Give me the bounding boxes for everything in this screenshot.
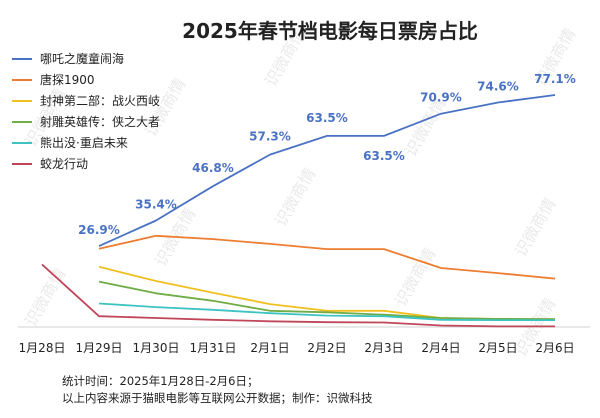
x-tick-label-7: 2月4日 [421, 341, 460, 355]
legend-label-2: 封神第二部：战火西岐 [40, 93, 160, 108]
series-layer [41, 94, 556, 328]
data-label-8: 74.6% [477, 80, 519, 94]
series-line-0 [98, 94, 556, 247]
series-line-1 [98, 234, 556, 280]
data-label-9: 77.1% [534, 72, 576, 86]
x-tick-label-1: 1月29日 [76, 341, 123, 355]
x-tick-label-3: 1月31日 [190, 341, 237, 355]
series-line-3 [98, 280, 556, 321]
legend-label-1: 唐探1900 [40, 72, 95, 87]
footer-line-2: 以上内容来源于猫眼电影等互联网公开数据；制作：识微科技 [62, 391, 373, 405]
x-axis-ticks: 1月28日 1月29日 1月30日 1月31日 2月1日 2月2日 2月3日 2月4日 2月5日… [19, 341, 575, 355]
footer-line-1: 统计时间：2025年1月28日-2月6日； [62, 374, 259, 388]
chart-title: 2025年春节档电影每日票房占比 [182, 19, 478, 43]
legend-label-4: 熊出没·重启未来 [40, 135, 128, 150]
x-tick-label-6: 2月3日 [364, 341, 403, 355]
data-label-4: 57.3% [249, 130, 291, 144]
data-label-2: 35.4% [135, 197, 177, 211]
x-tick-label-2: 1月30日 [133, 341, 180, 355]
data-label-5: 63.5% [306, 111, 348, 125]
legend-label-5: 蛟龙行动 [40, 156, 88, 171]
x-tick-label-4: 2月1日 [250, 341, 289, 355]
legend-label-3: 射雕英雄传：侠之大者 [40, 114, 160, 129]
x-tick-label-5: 2月2日 [307, 341, 346, 355]
series-line-5 [41, 263, 555, 328]
data-label-1: 26.9% [78, 223, 120, 237]
x-tick-label-0: 1月28日 [19, 341, 66, 355]
data-label-3: 46.8% [192, 161, 234, 175]
x-tick-label-8: 2月5日 [478, 341, 517, 355]
data-label-7: 70.9% [420, 91, 462, 105]
data-labels: 26.9% 35.4% 46.8% 57.3% 63.5% 63.5% 70.9% 74.6%… [78, 72, 576, 237]
data-label-6: 63.5% [363, 149, 405, 163]
series-line-4 [98, 302, 555, 321]
x-tick-label-9: 2月6日 [535, 341, 574, 355]
legend-label-0: 哪吒之魔童闹海 [40, 51, 124, 66]
